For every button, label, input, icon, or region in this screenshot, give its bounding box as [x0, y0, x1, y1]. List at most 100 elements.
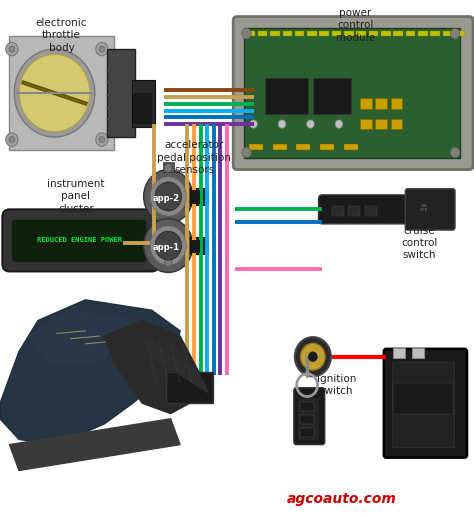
- Circle shape: [450, 147, 460, 158]
- Bar: [443, 31, 452, 36]
- Text: accelerator
pedal position
sensors: accelerator pedal position sensors: [157, 140, 231, 175]
- Text: ON
OFF: ON OFF: [420, 204, 428, 212]
- Bar: [300, 402, 314, 411]
- Bar: [300, 415, 314, 424]
- Circle shape: [99, 46, 105, 52]
- Text: REDUCED ENGINE POWER: REDUCED ENGINE POWER: [37, 237, 122, 244]
- Circle shape: [164, 164, 172, 172]
- Bar: [393, 348, 405, 358]
- Circle shape: [301, 343, 325, 370]
- Bar: [412, 348, 424, 358]
- Text: agcoauto.com: agcoauto.com: [286, 492, 396, 506]
- Bar: [332, 206, 344, 216]
- FancyBboxPatch shape: [233, 17, 473, 170]
- Bar: [365, 206, 377, 216]
- Circle shape: [19, 54, 90, 132]
- Polygon shape: [28, 310, 142, 362]
- Bar: [307, 31, 317, 36]
- Bar: [132, 80, 155, 127]
- Bar: [392, 362, 454, 447]
- FancyBboxPatch shape: [12, 220, 146, 262]
- Circle shape: [144, 170, 193, 223]
- Bar: [163, 254, 174, 264]
- Bar: [360, 119, 372, 129]
- Bar: [107, 49, 135, 137]
- Bar: [191, 240, 200, 253]
- Bar: [344, 144, 358, 150]
- Circle shape: [278, 120, 286, 128]
- FancyBboxPatch shape: [405, 189, 455, 230]
- Bar: [270, 31, 280, 36]
- Bar: [166, 372, 213, 403]
- Bar: [406, 31, 415, 36]
- Bar: [360, 98, 372, 109]
- Circle shape: [96, 42, 108, 56]
- Circle shape: [308, 352, 318, 362]
- Bar: [430, 31, 440, 36]
- Circle shape: [150, 177, 186, 216]
- Bar: [246, 31, 255, 36]
- Bar: [244, 28, 460, 158]
- Bar: [369, 31, 378, 36]
- Circle shape: [99, 136, 105, 143]
- Circle shape: [6, 133, 18, 146]
- Text: instrument
panel
cluster: instrument panel cluster: [47, 179, 105, 214]
- Bar: [164, 199, 173, 233]
- Text: app-2: app-2: [152, 193, 180, 203]
- Bar: [356, 31, 366, 36]
- Bar: [298, 398, 319, 440]
- Circle shape: [155, 231, 182, 260]
- Polygon shape: [104, 321, 199, 414]
- Circle shape: [6, 42, 18, 56]
- Bar: [391, 98, 402, 109]
- Bar: [190, 237, 208, 254]
- Circle shape: [295, 337, 331, 376]
- Bar: [332, 31, 341, 36]
- FancyBboxPatch shape: [294, 388, 325, 445]
- Polygon shape: [9, 419, 180, 470]
- Bar: [320, 144, 334, 150]
- Bar: [283, 31, 292, 36]
- Circle shape: [242, 147, 251, 158]
- Bar: [393, 31, 403, 36]
- Circle shape: [14, 49, 95, 137]
- Polygon shape: [142, 336, 209, 393]
- Circle shape: [9, 46, 15, 52]
- Text: cruise
control
switch: cruise control switch: [401, 225, 438, 261]
- Circle shape: [164, 258, 172, 267]
- Bar: [14, 222, 145, 260]
- Circle shape: [450, 28, 460, 39]
- FancyBboxPatch shape: [384, 349, 467, 458]
- Circle shape: [96, 133, 108, 146]
- Bar: [163, 162, 174, 172]
- Text: ignition
switch: ignition switch: [317, 374, 356, 397]
- Bar: [319, 31, 329, 36]
- Bar: [295, 31, 304, 36]
- Bar: [133, 93, 152, 124]
- Circle shape: [144, 219, 193, 272]
- Bar: [375, 119, 387, 129]
- Bar: [258, 31, 267, 36]
- Bar: [249, 144, 263, 150]
- Bar: [344, 31, 354, 36]
- Circle shape: [242, 28, 251, 39]
- Circle shape: [150, 226, 186, 265]
- Bar: [348, 206, 360, 216]
- Bar: [190, 188, 208, 205]
- Bar: [381, 31, 391, 36]
- Bar: [273, 144, 287, 150]
- Polygon shape: [0, 300, 180, 445]
- Text: electronic
throttle
body: electronic throttle body: [36, 18, 87, 53]
- Bar: [265, 78, 308, 114]
- Bar: [455, 31, 465, 36]
- Bar: [391, 119, 402, 129]
- FancyBboxPatch shape: [319, 195, 440, 224]
- Bar: [393, 383, 453, 414]
- FancyBboxPatch shape: [2, 209, 159, 271]
- Bar: [296, 144, 310, 150]
- Bar: [375, 98, 387, 109]
- Bar: [418, 31, 428, 36]
- Bar: [191, 190, 200, 204]
- Text: app-1: app-1: [152, 242, 180, 252]
- Circle shape: [335, 120, 343, 128]
